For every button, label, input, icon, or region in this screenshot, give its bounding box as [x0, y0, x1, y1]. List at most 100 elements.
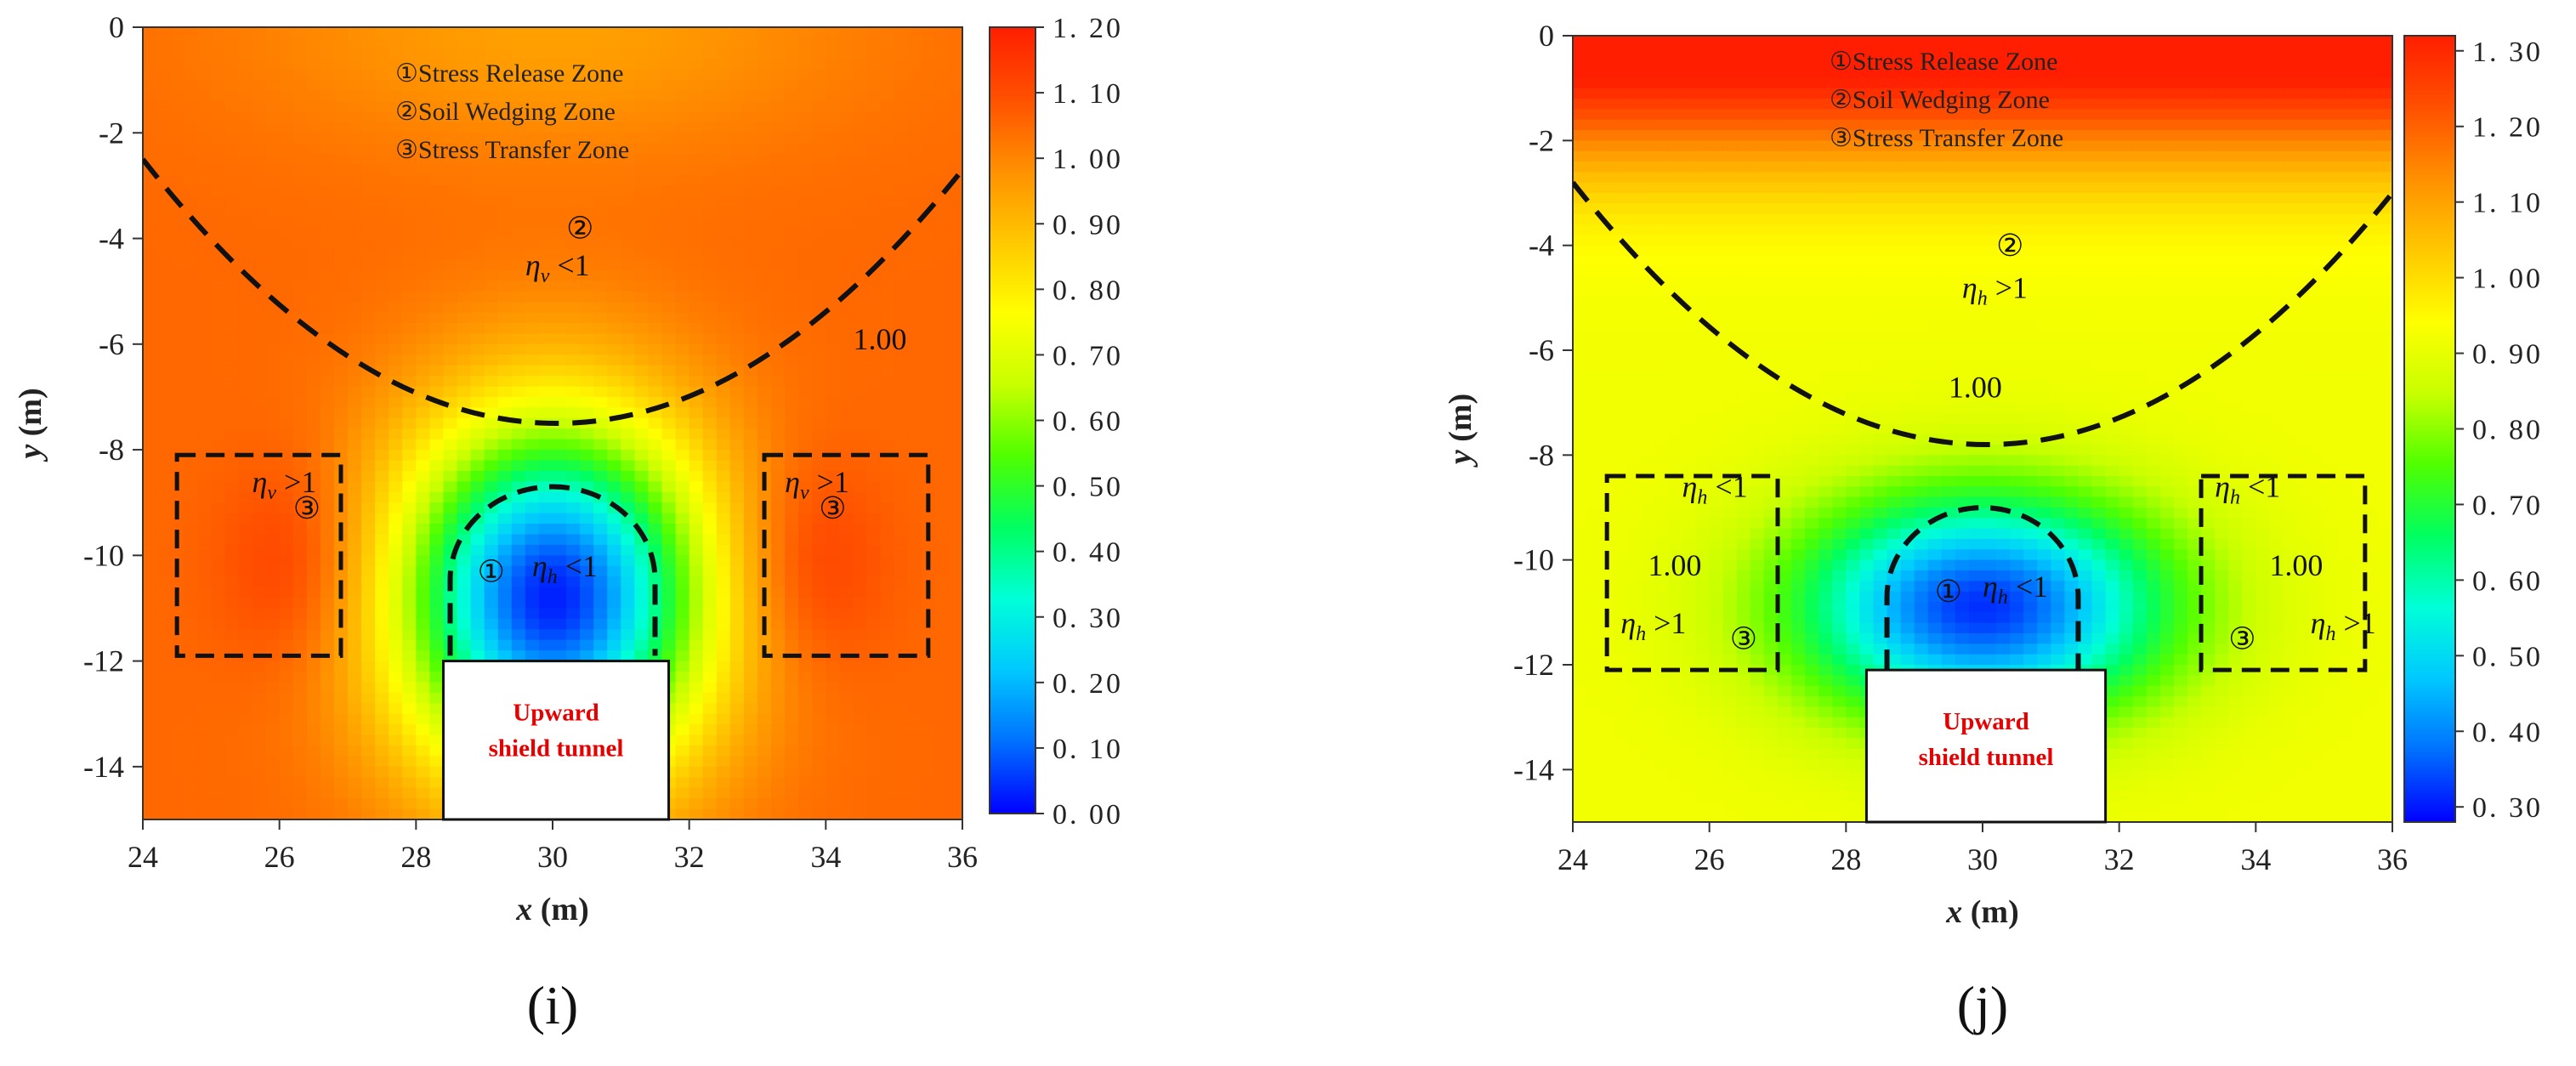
field-cell — [689, 269, 704, 282]
field-cell — [429, 481, 445, 493]
field-cell — [948, 417, 962, 430]
field-cell — [416, 207, 431, 218]
field-cell — [743, 491, 758, 503]
field-cell — [361, 259, 376, 271]
field-cell — [798, 69, 814, 81]
field-cell — [934, 333, 950, 345]
field-cell — [880, 59, 895, 71]
field-cell — [757, 491, 772, 503]
field-cell — [429, 428, 445, 440]
field-cell — [853, 608, 868, 620]
field-cell — [1695, 77, 1711, 89]
field-cell — [184, 322, 199, 335]
field-cell — [948, 544, 962, 557]
field-cell — [921, 27, 936, 39]
field-cell — [607, 544, 622, 557]
field-cell — [333, 322, 349, 335]
field-cell — [566, 217, 581, 229]
field-cell — [553, 502, 567, 514]
field-cell — [143, 481, 157, 493]
field-cell — [457, 322, 472, 335]
field-cell — [292, 428, 308, 440]
field-cell — [757, 746, 772, 757]
field-cell — [757, 396, 772, 409]
field-cell — [826, 100, 841, 113]
field-cell — [743, 333, 758, 345]
field-cell — [907, 100, 922, 113]
field-cell — [484, 207, 499, 218]
field-cell — [292, 598, 308, 610]
field-cell — [934, 217, 950, 229]
field-cell — [593, 69, 609, 81]
field-cell — [743, 174, 758, 187]
field-cell — [348, 565, 362, 577]
field-cell — [675, 661, 690, 672]
field-cell — [1682, 88, 1697, 99]
field-cell — [757, 756, 772, 768]
field-cell — [143, 777, 157, 789]
field-cell — [729, 734, 745, 746]
field-cell — [2364, 36, 2380, 48]
field-cell — [839, 491, 854, 503]
field-cell — [716, 661, 731, 672]
field-cell — [211, 513, 226, 524]
field-cell — [470, 111, 485, 123]
eta-symbol: η — [252, 465, 268, 499]
field-cell — [511, 428, 526, 440]
field-cell — [880, 618, 895, 631]
field-cell — [839, 154, 854, 166]
field-cell — [416, 281, 431, 292]
field-cell — [306, 100, 321, 113]
field-cell — [702, 756, 718, 768]
field-cell — [333, 713, 349, 725]
field-cell — [757, 692, 772, 705]
field-cell — [1983, 77, 1997, 89]
field-cell — [348, 470, 362, 483]
field-cell — [457, 650, 472, 662]
field-cell — [457, 111, 472, 123]
field-cell — [457, 376, 472, 388]
field-cell — [511, 291, 526, 303]
field-cell — [306, 207, 321, 218]
field-cell — [593, 291, 609, 303]
field-cell — [785, 608, 799, 620]
field-cell — [2296, 67, 2312, 79]
field-cell — [702, 27, 718, 39]
field-cell — [1805, 88, 1819, 99]
field-cell — [798, 174, 814, 187]
field-cell — [689, 639, 704, 651]
field-cell — [894, 417, 909, 430]
field-cell — [184, 269, 199, 282]
field-cell — [934, 587, 950, 598]
field-cell — [566, 396, 581, 409]
field-cell — [894, 555, 909, 567]
field-cell — [853, 228, 868, 240]
field-cell — [853, 396, 868, 409]
field-cell — [894, 734, 909, 746]
field-cell — [361, 470, 376, 483]
field-cell — [306, 502, 321, 514]
field-cell — [252, 682, 267, 694]
field-cell — [621, 386, 636, 398]
field-cell — [702, 555, 718, 567]
field-cell — [238, 312, 253, 324]
field-cell — [333, 565, 349, 577]
field-cell — [306, 777, 321, 789]
field-cell — [948, 228, 962, 240]
field-cell — [279, 354, 294, 366]
field-cell — [921, 417, 936, 430]
field-cell — [785, 439, 799, 451]
field-cell — [184, 766, 199, 779]
field-cell — [375, 734, 389, 746]
field-cell — [826, 196, 841, 208]
field-cell — [484, 629, 499, 641]
field-cell — [921, 69, 936, 81]
field-cell — [2051, 46, 2066, 58]
field-cell — [348, 343, 362, 356]
field-cell — [580, 608, 594, 620]
field-cell — [170, 100, 184, 113]
field-cell — [853, 544, 868, 557]
field-cell — [839, 48, 854, 60]
field-cell — [402, 661, 417, 672]
field-cell — [538, 555, 553, 567]
